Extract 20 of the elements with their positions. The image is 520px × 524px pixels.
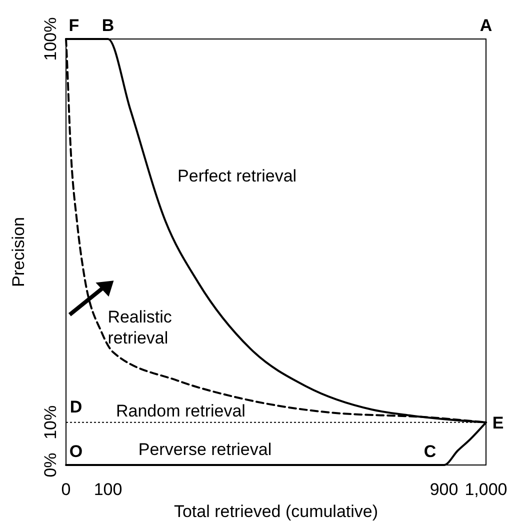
y-tick-label: 0% bbox=[41, 452, 60, 478]
ref-line-label: Random retrieval bbox=[116, 401, 246, 420]
annotation: O bbox=[69, 442, 83, 461]
y-tick-label: 100% bbox=[41, 17, 60, 61]
series-label: Perverse retrieval bbox=[138, 440, 272, 459]
text: F bbox=[68, 16, 80, 35]
text: E bbox=[492, 413, 504, 432]
series-label: Perfect retrieval bbox=[178, 166, 297, 186]
text: B bbox=[102, 16, 114, 35]
legend-label: Realistic retrieval bbox=[108, 308, 172, 348]
y-axis-title: Precision bbox=[9, 217, 28, 287]
x-tick-label: 1,000 bbox=[464, 480, 508, 499]
y-tick-label: 10% bbox=[41, 405, 60, 440]
annotation: D bbox=[70, 397, 82, 416]
x-axis-title: Total retrieved (cumulative) bbox=[174, 502, 378, 521]
text: A bbox=[480, 16, 492, 35]
x-tick-label: 100 bbox=[94, 480, 122, 499]
x-tick-label: 900 bbox=[430, 480, 458, 499]
x-tick-label: 0 bbox=[61, 480, 71, 499]
annotation: C bbox=[424, 442, 436, 461]
